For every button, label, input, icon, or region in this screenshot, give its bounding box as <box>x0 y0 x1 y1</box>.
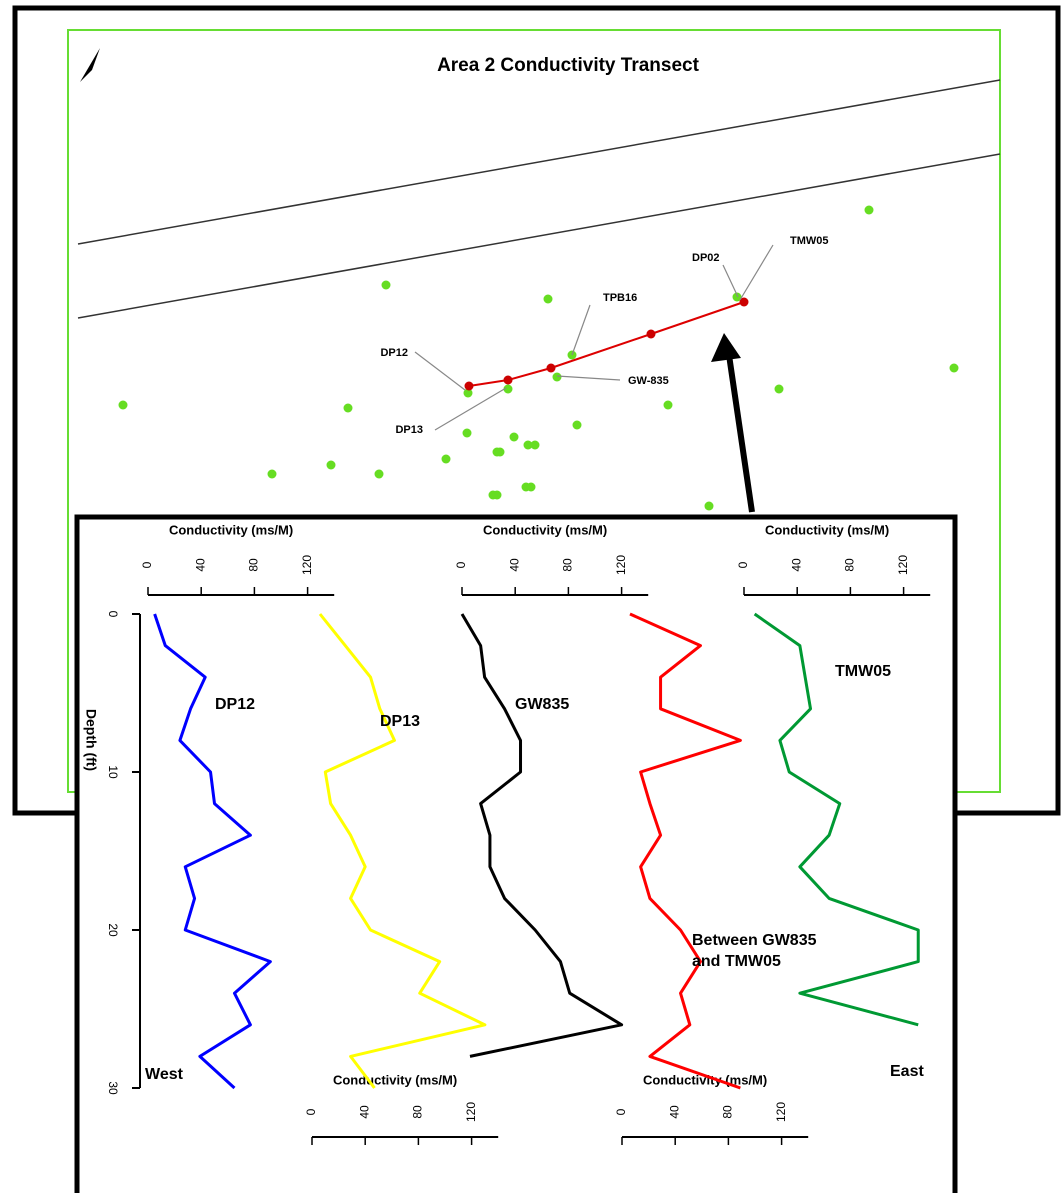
x-tick-label: 40 <box>357 1105 371 1119</box>
x-tick-label: 80 <box>247 558 261 572</box>
well-point <box>704 501 714 511</box>
x-tick-label: 120 <box>614 555 628 575</box>
x-tick-label: 120 <box>774 1102 788 1122</box>
well-label: DP02 <box>692 252 720 264</box>
x-tick-label: 0 <box>304 1108 318 1115</box>
well-point <box>572 420 582 430</box>
x-axis-title: Conductivity (ms/M) <box>765 522 889 537</box>
x-tick-label: 120 <box>896 555 910 575</box>
well-point <box>526 482 536 492</box>
series-label: TMW05 <box>835 663 891 680</box>
well-point <box>774 384 784 394</box>
y-tick-label: 30 <box>106 1081 120 1095</box>
leader-line <box>571 304 591 356</box>
transect-point <box>646 329 656 339</box>
x-tick-label: 120 <box>300 555 314 575</box>
side-label: East <box>890 1063 924 1080</box>
transect-point <box>503 375 513 385</box>
well-point <box>663 400 673 410</box>
well-point <box>118 400 128 410</box>
x-tick-label: 40 <box>667 1105 681 1119</box>
chart-frame <box>74 514 958 1193</box>
y-tick-label: 0 <box>106 611 120 618</box>
well-point <box>267 469 277 479</box>
leader-line <box>556 375 621 381</box>
well-point <box>949 363 959 373</box>
well-point <box>343 403 353 413</box>
leader-line <box>739 244 774 301</box>
well-point <box>441 454 451 464</box>
well-label: TPB16 <box>603 292 637 304</box>
road-edge <box>77 153 1001 319</box>
x-tick-label: 0 <box>454 561 468 568</box>
leader-line <box>722 264 739 298</box>
well-point <box>530 440 540 450</box>
x-tick-label: 40 <box>789 558 803 572</box>
well-point <box>492 490 502 500</box>
x-tick-label: 40 <box>507 558 521 572</box>
log-line <box>460 613 624 1058</box>
transect-point <box>739 297 749 307</box>
x-tick-label: 80 <box>843 558 857 572</box>
well-point <box>732 292 742 302</box>
transect-point <box>546 363 556 373</box>
leader-line <box>434 387 507 431</box>
road-edge <box>77 79 1001 245</box>
y-axis-title: Depth (ft) <box>83 709 99 771</box>
well-point <box>523 440 533 450</box>
series-label: DP12 <box>215 696 255 713</box>
well-point <box>462 428 472 438</box>
x-axis-title: Conductivity (ms/M) <box>333 1072 457 1087</box>
x-axis-title: Conductivity (ms/M) <box>643 1072 767 1087</box>
well-point <box>381 280 391 290</box>
well-point <box>543 294 553 304</box>
north-arrow <box>80 48 100 82</box>
well-point <box>374 469 384 479</box>
log-line <box>153 613 272 1090</box>
well-label: TMW05 <box>790 235 829 247</box>
y-tick-label: 10 <box>106 765 120 779</box>
x-tick-label: 0 <box>736 561 750 568</box>
arrow-shaft <box>726 354 755 513</box>
y-tick-label: 20 <box>106 923 120 937</box>
x-tick-label: 80 <box>561 558 575 572</box>
arrow-head <box>711 333 741 362</box>
well-point <box>326 460 336 470</box>
x-axis-title: Conductivity (ms/M) <box>483 522 607 537</box>
x-tick-label: 0 <box>140 561 154 568</box>
log-line <box>753 612 920 1027</box>
well-label: DP13 <box>395 424 423 436</box>
x-tick-label: 40 <box>193 558 207 572</box>
map-title: Area 2 Conductivity Transect <box>437 55 700 76</box>
well-point <box>864 205 874 215</box>
x-axis-title: Conductivity (ms/M) <box>169 522 293 537</box>
x-tick-label: 120 <box>464 1102 478 1122</box>
x-tick-label: 0 <box>614 1108 628 1115</box>
series-label: Between GW835 and TMW05 <box>692 932 817 970</box>
well-point <box>463 388 473 398</box>
log-line <box>629 612 742 1090</box>
series-label: DP13 <box>380 713 420 730</box>
well-label: GW-835 <box>628 375 669 387</box>
series-label: GW835 <box>515 696 569 713</box>
side-label: West <box>145 1066 184 1083</box>
well-point <box>509 432 519 442</box>
well-point <box>495 447 505 457</box>
transect-point <box>464 381 474 391</box>
x-tick-label: 80 <box>411 1105 425 1119</box>
well-point <box>503 384 513 394</box>
x-tick-label: 80 <box>721 1105 735 1119</box>
well-point <box>552 372 562 382</box>
leader-line <box>414 351 466 391</box>
well-label: DP12 <box>380 347 408 359</box>
log-line <box>318 613 487 1089</box>
